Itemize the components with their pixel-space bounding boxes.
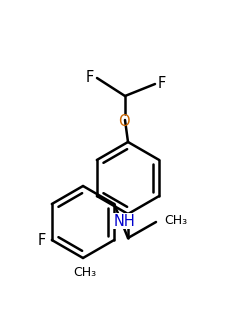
Text: O: O — [118, 113, 129, 128]
Text: F: F — [38, 232, 46, 248]
Text: CH₃: CH₃ — [163, 213, 186, 226]
Text: CH₃: CH₃ — [73, 266, 96, 279]
Text: NH: NH — [113, 213, 134, 229]
Text: F: F — [157, 75, 165, 90]
Text: F: F — [85, 70, 94, 84]
